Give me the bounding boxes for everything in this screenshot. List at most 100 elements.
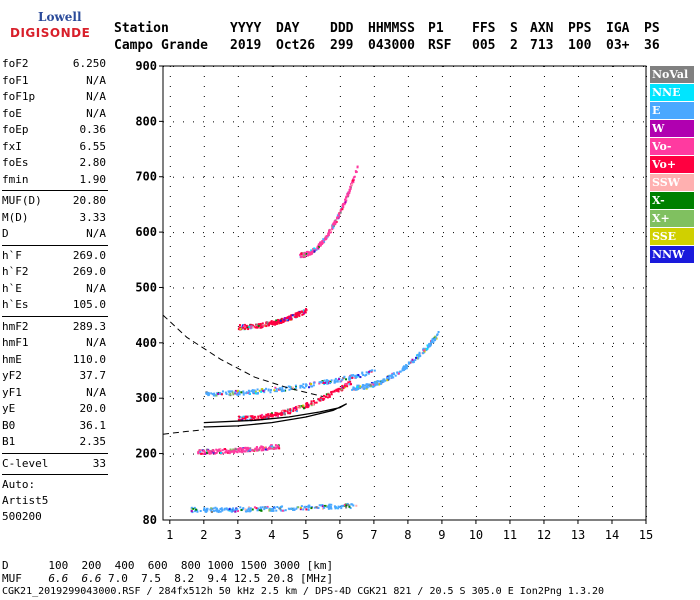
grid-dot-v xyxy=(169,446,171,447)
grid-dot-v xyxy=(169,106,171,107)
grid-dot-v xyxy=(169,426,171,427)
grid-dot-h xyxy=(323,232,324,234)
grid-dot-v xyxy=(543,426,545,427)
echo-point xyxy=(259,446,262,449)
grid-dot-v xyxy=(237,186,239,187)
grid-dot-v xyxy=(169,486,171,487)
footer-muf-row: MUF 6.6 6.6 7.0 7.5 8.2 9.4 12.5 20.8 [M… xyxy=(2,572,333,585)
echo-point xyxy=(275,412,278,415)
grid-dot-v xyxy=(543,336,545,337)
echo-point xyxy=(365,387,368,390)
echo-point xyxy=(428,342,431,345)
echo-point xyxy=(330,379,333,382)
echo-point xyxy=(280,414,283,417)
echo-point xyxy=(207,391,210,394)
echo-point xyxy=(324,238,327,241)
grid-dot-h xyxy=(263,342,264,344)
grid-dot-v xyxy=(237,156,239,157)
grid-dot-h xyxy=(593,176,594,178)
logo-line2: DIGISONDE xyxy=(10,26,91,40)
echo-point xyxy=(251,415,254,418)
grid-dot-v xyxy=(305,296,307,297)
grid-dot-h xyxy=(313,121,314,123)
hdr-label-iga: IGA xyxy=(606,21,630,36)
echo-point xyxy=(256,326,259,329)
echo-point xyxy=(233,449,236,452)
echo-point xyxy=(266,448,269,451)
echo-traces xyxy=(190,165,440,514)
echo-point xyxy=(310,385,313,388)
grid-dot-v xyxy=(203,246,205,247)
echo-point xyxy=(330,390,333,393)
grid-dot-v xyxy=(611,146,613,147)
grid-dot-v xyxy=(611,86,613,87)
grid-dot-h xyxy=(383,176,384,178)
grid-dot-v xyxy=(475,326,477,327)
echo-point xyxy=(269,447,272,450)
grid-dot-v xyxy=(577,206,579,207)
param-value: 6.250 xyxy=(72,57,106,70)
grid-dot-v xyxy=(611,466,613,467)
grid-dot-v xyxy=(237,206,239,207)
grid-dot-v xyxy=(237,506,239,507)
grid-dot-h xyxy=(513,121,514,123)
grid-dot-v xyxy=(305,306,307,307)
echo-point xyxy=(302,407,305,410)
grid-dot-v xyxy=(509,86,511,87)
grid-dot-v xyxy=(407,516,409,517)
echo-point xyxy=(410,360,413,363)
grid-dot-v xyxy=(543,206,545,207)
electron-density-profile xyxy=(162,314,348,435)
echo-point xyxy=(299,405,302,408)
grid-dot-h xyxy=(463,121,464,123)
grid-dot-h xyxy=(613,287,614,289)
grid-dot-v xyxy=(543,126,545,127)
echo-point xyxy=(315,248,318,251)
echo-point xyxy=(250,415,253,418)
echo-point xyxy=(276,506,279,509)
grid-dot-v xyxy=(203,356,205,357)
grid-dot-v xyxy=(475,456,477,457)
echo-point xyxy=(437,331,440,334)
echo-point xyxy=(365,383,368,386)
grid-dot-v xyxy=(169,166,171,167)
echo-point xyxy=(301,386,304,389)
param-row: hmE 110.0 xyxy=(2,352,108,369)
grid-dot-h xyxy=(623,287,624,289)
grid-dot-v xyxy=(475,276,477,277)
grid-dot-v xyxy=(577,316,579,317)
grid-dot-v xyxy=(339,106,341,107)
param-row: yF1 N/A xyxy=(2,385,108,402)
grid-dot-h xyxy=(443,287,444,289)
grid-dot-v xyxy=(237,366,239,367)
grid-dot-v xyxy=(611,316,613,317)
echo-point xyxy=(272,447,275,450)
grid-dot-v xyxy=(237,236,239,237)
x-tick-label: 6 xyxy=(336,528,343,542)
grid-dot-v xyxy=(611,376,613,377)
echo-point xyxy=(275,319,278,322)
grid-dot-v xyxy=(373,346,375,347)
echo-point xyxy=(264,506,267,509)
echo-point xyxy=(386,375,389,378)
grid-dot-h xyxy=(333,453,334,455)
grid-dot-v xyxy=(577,306,579,307)
param-name: fmin xyxy=(2,172,29,186)
echo-point xyxy=(323,397,326,400)
grid-dot-v xyxy=(169,176,171,177)
grid-dot-v xyxy=(271,276,273,277)
grid-dot-h xyxy=(423,453,424,455)
grid-dot-v xyxy=(169,496,171,497)
grid-dot-v xyxy=(339,236,341,237)
params-group-virtual-heights: h`F 269.0 h`F2 269.0 h`E N/A h`Es 105.0 xyxy=(2,248,108,314)
param-row: fmin 1.90 xyxy=(2,172,108,189)
grid-dot-h xyxy=(343,453,344,455)
echo-point xyxy=(301,253,304,256)
echo-point xyxy=(232,448,235,451)
echo-point xyxy=(345,506,348,509)
echo-point xyxy=(231,390,234,393)
grid-dot-h xyxy=(613,342,614,344)
param-name: h`E xyxy=(2,281,22,295)
grid-dot-h xyxy=(613,398,614,400)
echo-point xyxy=(290,386,293,389)
